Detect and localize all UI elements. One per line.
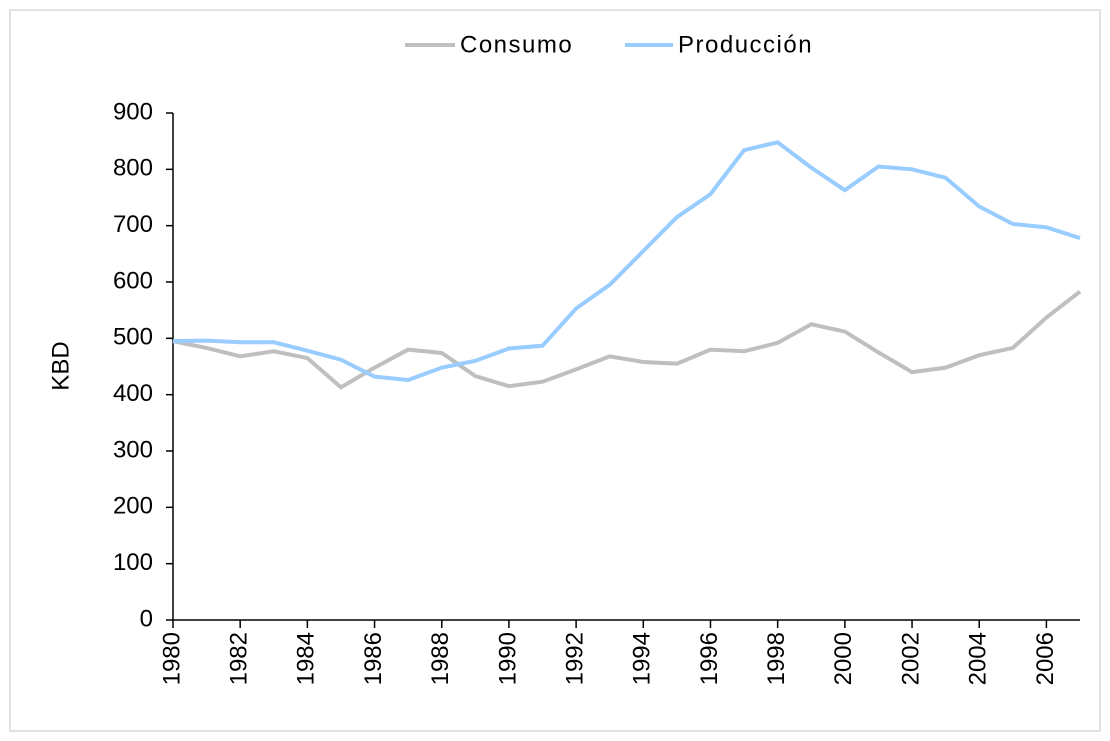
x-tick-label: 1994 xyxy=(629,632,656,685)
x-tick-label: 2002 xyxy=(897,632,924,685)
y-tick-label: 400 xyxy=(113,380,153,407)
series-line xyxy=(172,140,1081,383)
y-axis-label: KBD xyxy=(47,341,74,390)
y-tick-label: 200 xyxy=(113,493,153,520)
x-tick-label: 1982 xyxy=(226,632,253,685)
x-tick-label: 2000 xyxy=(830,632,857,685)
legend-label: Consumo xyxy=(460,31,573,58)
y-tick-label: 600 xyxy=(113,267,153,294)
x-tick-label: 2006 xyxy=(1032,632,1059,685)
series-line xyxy=(172,289,1082,390)
x-tick-label: 1996 xyxy=(696,632,723,685)
y-tick-label: 900 xyxy=(113,98,153,125)
x-tick-label: 1990 xyxy=(494,632,521,685)
x-tick-label: 1986 xyxy=(360,632,387,685)
x-tick-label: 1984 xyxy=(293,632,320,685)
x-tick-label: 2004 xyxy=(965,632,992,685)
x-tick-label: 1988 xyxy=(427,632,454,685)
x-tick-label: 1998 xyxy=(763,632,790,685)
y-tick-label: 700 xyxy=(113,211,153,238)
y-tick-label: 0 xyxy=(140,605,153,632)
x-tick-label: 1980 xyxy=(158,632,185,685)
y-tick-label: 300 xyxy=(113,436,153,463)
y-tick-label: 800 xyxy=(113,155,153,182)
x-tick-label: 1992 xyxy=(561,632,588,685)
y-tick-label: 100 xyxy=(113,549,153,576)
y-tick-label: 500 xyxy=(113,324,153,351)
legend-label: Producción xyxy=(678,31,813,58)
